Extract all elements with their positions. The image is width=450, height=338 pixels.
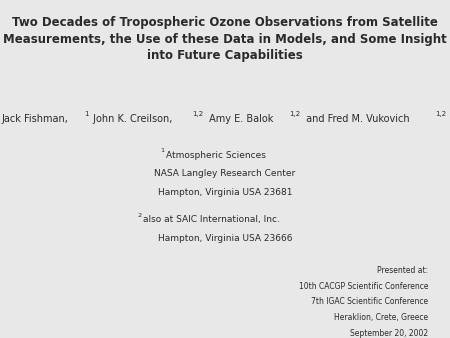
Text: Heraklion, Crete, Greece: Heraklion, Crete, Greece (334, 313, 428, 322)
Text: Hampton, Virginia USA 23681: Hampton, Virginia USA 23681 (158, 188, 292, 197)
Text: 1,2: 1,2 (289, 111, 300, 117)
Text: Presented at:: Presented at: (377, 266, 428, 275)
Text: also at SAIC International, Inc.: also at SAIC International, Inc. (143, 215, 279, 224)
Text: 1,2: 1,2 (192, 111, 203, 117)
Text: 10th CACGP Scientific Conference: 10th CACGP Scientific Conference (298, 282, 428, 291)
Text: 1,2: 1,2 (435, 111, 446, 117)
Text: 1: 1 (84, 111, 89, 117)
Text: and Fred M. Vukovich: and Fred M. Vukovich (303, 114, 410, 124)
Text: Hampton, Virginia USA 23666: Hampton, Virginia USA 23666 (158, 234, 292, 243)
Text: 2: 2 (138, 213, 142, 218)
Text: John K. Creilson,: John K. Creilson, (90, 114, 172, 124)
Text: Jack Fishman,: Jack Fishman, (1, 114, 68, 124)
Text: Amy E. Balok: Amy E. Balok (206, 114, 273, 124)
Text: Two Decades of Tropospheric Ozone Observations from Satellite
Measurements, the : Two Decades of Tropospheric Ozone Observ… (3, 17, 447, 63)
Text: NASA Langley Research Center: NASA Langley Research Center (154, 169, 296, 178)
Text: 1: 1 (161, 148, 165, 153)
Text: Atmospheric Sciences: Atmospheric Sciences (166, 151, 266, 160)
Text: September 20, 2002: September 20, 2002 (350, 329, 428, 338)
Text: 7th IGAC Scientific Conference: 7th IGAC Scientific Conference (311, 297, 428, 307)
